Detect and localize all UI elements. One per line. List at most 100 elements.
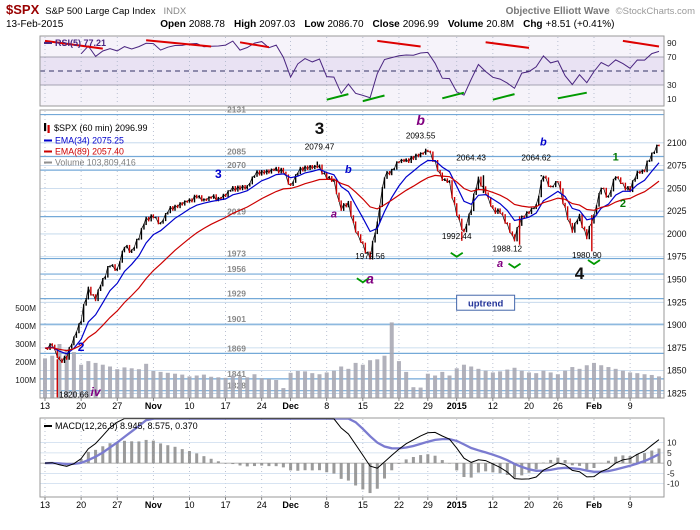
svg-text:9: 9 xyxy=(628,401,633,411)
svg-text:24: 24 xyxy=(257,401,267,411)
svg-text:13: 13 xyxy=(40,500,50,510)
price-bars xyxy=(46,144,660,364)
quote-row: 13-Feb-2015 Open 2088.78 High 2097.03 Low 208… xyxy=(6,19,695,30)
rsi-panel: RSI(5) 77.21 90 70 30 10 xyxy=(39,35,677,107)
svg-text:RSI(5) 77.21: RSI(5) 77.21 xyxy=(55,38,106,48)
svg-text:2070: 2070 xyxy=(227,160,246,170)
svg-text:12: 12 xyxy=(488,401,498,411)
ohlc-value-high: 2097.03 xyxy=(259,19,296,30)
price-gridlines xyxy=(40,142,664,394)
svg-text:90: 90 xyxy=(667,38,677,48)
watermark-brand: Objective Elliott Wave xyxy=(505,6,610,17)
wave-label: b xyxy=(540,137,547,149)
svg-text:2015: 2015 xyxy=(447,500,467,510)
wave-label: a xyxy=(331,209,337,221)
macd-signal-line xyxy=(44,417,660,473)
svg-text:2015: 2015 xyxy=(447,401,467,411)
macd-line xyxy=(44,418,660,480)
ohlc-label-high: High xyxy=(233,19,257,30)
svg-text:300M: 300M xyxy=(15,339,36,349)
ohlc-value-chg: +8.51 (+0.41%) xyxy=(545,19,615,30)
svg-text:2100: 2100 xyxy=(667,138,687,148)
macd-legend: MACD(12,26,9) 8.945, 8.575, 0.370 xyxy=(44,421,198,431)
wave-label: 3 xyxy=(215,167,222,181)
svg-text:Nov: Nov xyxy=(145,500,162,510)
svg-text:Dec: Dec xyxy=(282,500,299,510)
svg-text:10: 10 xyxy=(184,401,194,411)
svg-text:MACD(12,26,9) 8.945, 8.575, 0.: MACD(12,26,9) 8.945, 8.575, 0.370 xyxy=(55,421,198,431)
svg-text:70: 70 xyxy=(667,52,677,62)
pivot-levels: 2131208520702019197319561929190118691841… xyxy=(40,105,664,392)
price-label: 2064.62 xyxy=(521,153,551,162)
svg-text:26: 26 xyxy=(553,500,563,510)
svg-text:1950: 1950 xyxy=(667,275,687,285)
wave-label: b xyxy=(416,112,425,128)
svg-text:Nov: Nov xyxy=(145,401,162,411)
wave-label: 1 xyxy=(613,151,619,163)
ticker-symbol: $SPX xyxy=(6,2,40,17)
title-row: $SPX S&P 500 Large Cap Index INDX Object… xyxy=(6,2,695,17)
svg-text:1929: 1929 xyxy=(227,289,246,299)
chart-date: 13-Feb-2015 xyxy=(6,19,64,30)
wave-label: a xyxy=(366,271,374,287)
svg-text:26: 26 xyxy=(553,401,563,411)
svg-text:1828: 1828 xyxy=(227,381,246,391)
svg-text:1900: 1900 xyxy=(667,320,687,330)
macd-histogram xyxy=(43,439,661,494)
svg-text:20: 20 xyxy=(76,401,86,411)
price-label: 2064.43 xyxy=(456,153,486,162)
svg-text:200M: 200M xyxy=(15,357,36,367)
svg-text:1825: 1825 xyxy=(667,388,687,398)
svg-text:20: 20 xyxy=(76,500,86,510)
svg-text:Volume 103,809,416: Volume 103,809,416 xyxy=(55,158,136,168)
svg-text:Feb: Feb xyxy=(586,401,603,411)
svg-text:uptrend: uptrend xyxy=(468,299,504,310)
price-value-labels: 1820.66 2079.47 1972.56 2093.55 1992.44 2064.… xyxy=(59,132,602,400)
svg-text:1869: 1869 xyxy=(227,343,246,353)
svg-text:27: 27 xyxy=(112,401,122,411)
svg-text:-10: -10 xyxy=(667,479,680,489)
svg-text:20: 20 xyxy=(524,401,534,411)
price-extreme-wicks xyxy=(56,145,658,398)
svg-text:1925: 1925 xyxy=(667,297,687,307)
copyright-label: ©StockCharts.com xyxy=(615,6,695,17)
svg-text:EMA(89) 2057.40: EMA(89) 2057.40 xyxy=(55,147,124,157)
price-axis-labels: 2100 2075 2050 2025 2000 1975 1950 1925 1900 1875… xyxy=(667,138,687,399)
svg-text:5: 5 xyxy=(667,448,672,458)
svg-text:9: 9 xyxy=(628,500,633,510)
ohlc-value-close: 2096.99 xyxy=(402,19,439,30)
index-name: S&P 500 Large Cap Index xyxy=(45,6,156,17)
svg-text:22: 22 xyxy=(394,500,404,510)
svg-text:1973: 1973 xyxy=(227,249,246,259)
svg-text:8: 8 xyxy=(324,401,329,411)
rsi-axis-labels: 90 70 30 10 xyxy=(667,38,677,104)
svg-text:1850: 1850 xyxy=(667,366,687,376)
svg-text:10: 10 xyxy=(667,94,677,104)
svg-text:$SPX (60 min) 2096.99: $SPX (60 min) 2096.99 xyxy=(54,123,148,133)
wave-label: a xyxy=(497,258,503,270)
volume-bars xyxy=(43,322,661,398)
volume-axis-labels: 500M 400M 300M 200M 100M xyxy=(15,303,36,385)
svg-text:2025: 2025 xyxy=(667,206,687,216)
ohlc-value-volume: 20.8M xyxy=(486,19,515,30)
svg-text:2000: 2000 xyxy=(667,229,687,239)
svg-text:500M: 500M xyxy=(15,303,36,313)
ohlc-value-open: 2088.78 xyxy=(188,19,225,30)
price-label: 2079.47 xyxy=(305,142,335,151)
buy-check-marks xyxy=(356,251,601,284)
price-label: 2093.55 xyxy=(406,132,436,141)
wave-label: 2 xyxy=(78,340,85,354)
svg-text:1841: 1841 xyxy=(227,369,246,379)
svg-text:Dec: Dec xyxy=(282,401,299,411)
svg-text:13: 13 xyxy=(40,401,50,411)
price-label: 1972.56 xyxy=(355,252,385,261)
svg-text:15: 15 xyxy=(358,500,368,510)
ohlc-value-low: 2086.70 xyxy=(327,19,364,30)
svg-text:1901: 1901 xyxy=(227,314,246,324)
svg-text:8: 8 xyxy=(324,500,329,510)
svg-text:29: 29 xyxy=(423,401,433,411)
wave-label: 2 xyxy=(620,198,626,210)
wave-label: b xyxy=(345,164,352,176)
svg-text:15: 15 xyxy=(358,401,368,411)
